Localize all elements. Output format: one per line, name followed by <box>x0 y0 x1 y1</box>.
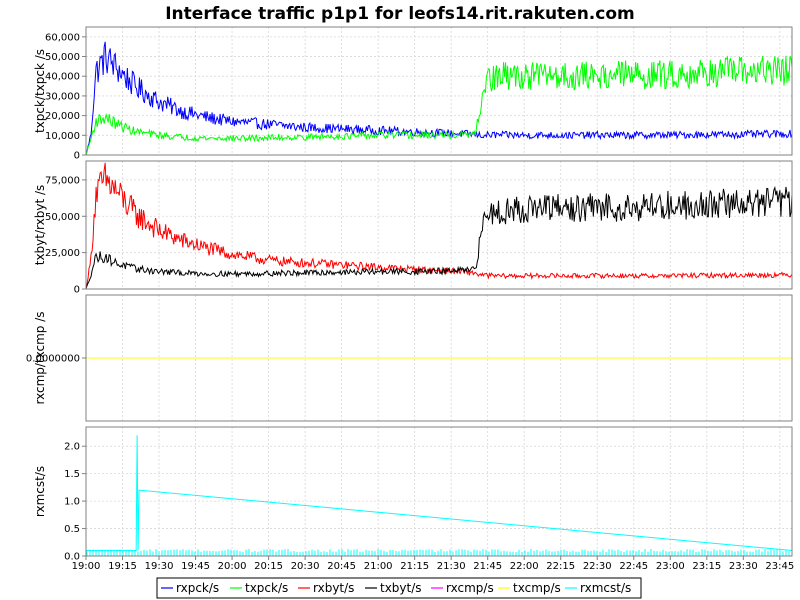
x-tick-label: 23:15 <box>692 561 721 572</box>
x-tick-label: 20:15 <box>254 561 283 572</box>
plot-frame <box>85 26 793 156</box>
series-line-rxbyts <box>85 162 793 290</box>
y-tick-label: 30,000 <box>45 91 80 102</box>
x-tick-label: 22:15 <box>546 561 575 572</box>
x-tick-label: 19:45 <box>181 561 210 572</box>
x-tick-label: 19:30 <box>145 561 174 572</box>
plot-frame <box>85 426 793 557</box>
series-line-rxpcks <box>85 41 793 156</box>
y-tick-label: 1.5 <box>64 469 80 480</box>
chart-panel-1: 0 10,000 20,000 30,000 40,000 50,000 60,000 txp… <box>33 26 793 162</box>
chart-panel-4: 0.0 0.5 1.0 1.5 2.0 rxmcst/s <box>33 426 793 563</box>
x-tick-label: 23:45 <box>765 561 794 572</box>
y-tick-label: 1.0 <box>64 497 80 508</box>
legend-entry: txpck/s <box>245 581 288 595</box>
y-axis-label: rxcmp/txcmp /s <box>33 311 47 404</box>
y-tick-label: 0.5 <box>64 524 80 535</box>
x-tick-label: 20:00 <box>218 561 247 572</box>
x-tick-label: 21:00 <box>364 561 393 572</box>
legend-entry: rxpck/s <box>176 581 219 595</box>
y-tick-label: 0 <box>74 151 80 162</box>
y-tick-label: 10,000 <box>45 131 80 142</box>
x-axis: 19:00 19:15 19:30 19:45 20:00 20:15 20:30 20:45… <box>72 556 794 572</box>
legend-entry: txcmp/s <box>513 581 561 595</box>
legend-entry: rxmcst/s <box>580 581 631 595</box>
y-tick-label: 50,000 <box>45 52 80 63</box>
series-line-txbyts <box>85 185 793 290</box>
legend-entry: rxbyt/s <box>313 581 354 595</box>
y-tick-label: 0 <box>74 285 80 296</box>
plot-area <box>86 427 792 556</box>
y-tick-label: 75,000 <box>45 175 80 186</box>
legend-box <box>156 577 642 599</box>
y-tick-label: 60,000 <box>45 32 80 43</box>
x-tick-label: 21:15 <box>400 561 429 572</box>
x-tick-label: 19:15 <box>108 561 137 572</box>
y-tick-label: 25,000 <box>45 248 80 259</box>
series-line-txpcks <box>85 55 793 156</box>
chart-panels: 0 10,000 20,000 30,000 40,000 50,000 60,000 txp… <box>26 26 793 563</box>
y-tick-label: 0.0000000 <box>26 354 80 365</box>
x-tick-label: 23:30 <box>729 561 758 572</box>
y-tick-label: 40,000 <box>45 72 80 83</box>
plot-frame <box>85 294 793 422</box>
chart-legend: rxpck/s txpck/s rxbyt/s txbyt/s rxcmp/s txcmp… <box>156 577 642 599</box>
x-tick-label: 22:30 <box>583 561 612 572</box>
x-tick-label: 21:45 <box>473 561 502 572</box>
x-tick-label: 23:00 <box>656 561 685 572</box>
y-axis-label: txbyt/rxbyt /s <box>33 185 47 266</box>
chart-title: Interface traffic p1p1 for leofs14.rit.r… <box>165 4 635 24</box>
plot-frame <box>85 160 793 290</box>
x-tick-label: 22:45 <box>619 561 648 572</box>
y-tick-label: 0.0 <box>64 552 80 563</box>
legend-entry: txbyt/s <box>380 581 422 595</box>
x-tick-label: 22:00 <box>510 561 539 572</box>
legend-entry: rxcmp/s <box>446 581 494 595</box>
y-tick-label: 2.0 <box>64 442 80 453</box>
y-axis-label: txpck/txpck /s <box>33 49 47 133</box>
y-tick-label: 20,000 <box>45 111 80 122</box>
y-tick-label: 50,000 <box>45 212 80 223</box>
x-tick-label: 20:30 <box>291 561 320 572</box>
y-axis-label: rxmcst/s <box>33 466 47 517</box>
x-tick-label: 20:45 <box>327 561 356 572</box>
x-tick-label: 21:30 <box>437 561 466 572</box>
series-line-rxmcsts <box>86 435 793 552</box>
x-tick-label: 19:00 <box>72 561 101 572</box>
